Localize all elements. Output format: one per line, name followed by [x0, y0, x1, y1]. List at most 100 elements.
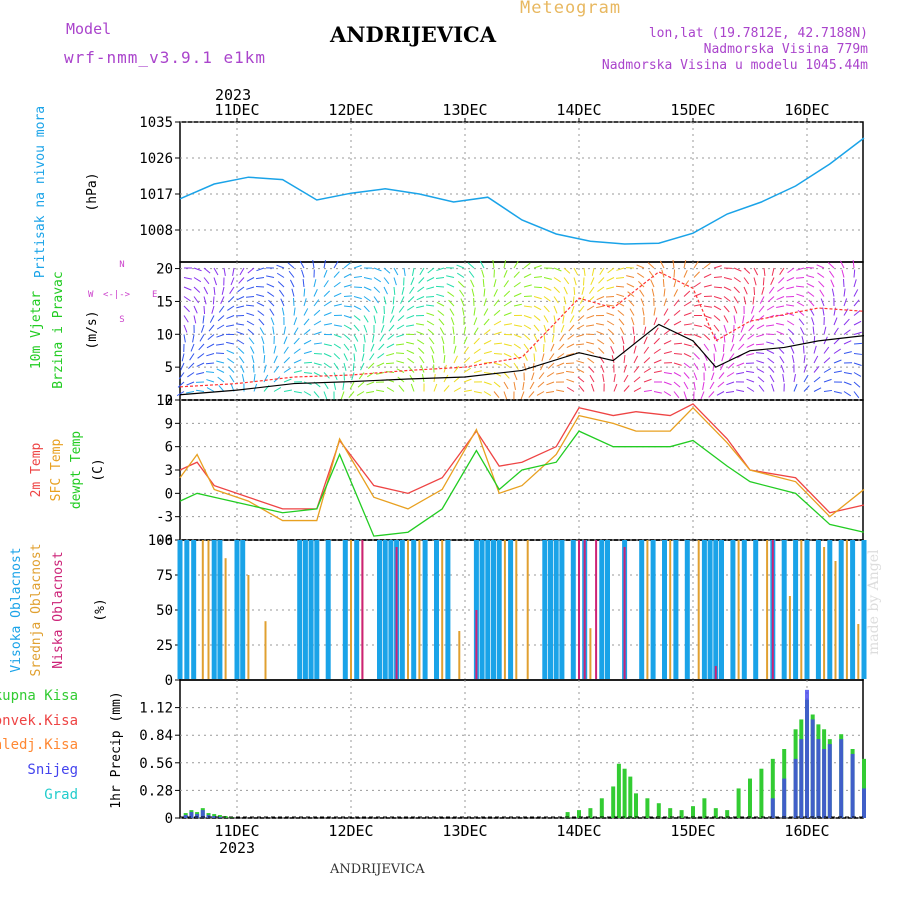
wind-barb	[353, 315, 361, 321]
wind-barb	[245, 296, 255, 298]
wind-barb	[349, 381, 355, 390]
mid-cloud-bar	[207, 540, 210, 679]
wind-barb	[473, 317, 478, 326]
high-cloud-bar	[838, 540, 844, 679]
wind-barb	[766, 324, 775, 327]
wind-barb	[616, 301, 625, 307]
mid-cloud-bar	[788, 596, 791, 679]
wind-barb	[747, 334, 755, 340]
wind-barb	[460, 298, 465, 307]
wind-barb	[606, 320, 615, 326]
wind-barb	[538, 372, 545, 380]
wind-barb	[463, 346, 469, 354]
wind-barb	[703, 284, 712, 288]
wind-barb	[553, 277, 561, 283]
high-cloud-bar	[827, 540, 833, 679]
wind-barb	[662, 278, 665, 288]
wind-barb	[206, 387, 215, 392]
wind-barb	[642, 307, 645, 316]
wind-barb	[653, 337, 660, 345]
wind-barb	[483, 339, 492, 345]
wind-barb	[621, 336, 625, 345]
wind-barb	[653, 348, 661, 354]
wind-barb	[196, 372, 205, 375]
wind-barb	[513, 334, 522, 338]
wind-barb	[363, 305, 370, 313]
wind-barb	[503, 362, 511, 369]
wind-barb	[323, 391, 328, 400]
wind-barb	[407, 357, 415, 364]
mid-cloud-bar	[503, 540, 506, 679]
wind-barb	[653, 307, 656, 316]
wind-barb	[283, 367, 291, 373]
wind-barb	[546, 372, 555, 378]
wind-barb	[371, 334, 375, 343]
wind-barb	[768, 286, 775, 294]
wind-barb	[529, 381, 535, 390]
wind-barb	[202, 315, 205, 324]
wind-barb	[553, 286, 561, 294]
wind-barb	[463, 326, 467, 335]
wind-barb	[417, 286, 425, 293]
high-cloud-bar	[570, 540, 576, 679]
wind-barb	[543, 286, 552, 291]
wind-barb	[823, 346, 830, 354]
wind-barb	[513, 281, 521, 288]
wind-gust-line	[179, 271, 865, 388]
wind-barb	[353, 305, 362, 311]
ylabel-wind-2: Brzina i Pravac	[51, 271, 66, 388]
wind-barb	[693, 271, 700, 278]
wind-barb	[643, 326, 647, 335]
wind-barb	[383, 286, 388, 295]
wind-barb	[723, 286, 732, 291]
ytick-label: 10	[156, 327, 173, 343]
wind-barb	[426, 312, 435, 316]
wind-barb	[493, 309, 501, 316]
wind-barb	[853, 342, 863, 345]
wind-barb	[746, 370, 755, 373]
wind-barb	[373, 305, 378, 314]
wind-barb	[626, 283, 635, 288]
wind-barb	[533, 334, 539, 342]
wind-barb	[777, 339, 785, 345]
ylabel-sfc-temp: SFC Temp	[49, 439, 64, 502]
wind-barb	[841, 269, 845, 278]
temp2m-line	[179, 403, 865, 514]
wind-barb	[693, 334, 702, 339]
wind-barb	[653, 359, 662, 364]
wind-barb	[323, 343, 332, 347]
wind-barb	[736, 372, 745, 375]
wind-barb	[383, 267, 391, 274]
high-cloud-bar	[559, 540, 565, 679]
wind-barb	[216, 334, 225, 338]
wind-barb	[186, 391, 195, 394]
wind-barb	[758, 305, 765, 313]
ytick-label: 1008	[139, 223, 173, 239]
wind-barb	[833, 338, 841, 345]
ytick-label: 100	[148, 533, 173, 549]
wind-barb	[493, 381, 501, 388]
wind-barb	[377, 353, 385, 359]
high-cloud-bar	[639, 540, 645, 679]
mid-cloud-bar	[458, 631, 461, 679]
mid-cloud-bar	[264, 621, 267, 679]
wind-legend-s: S	[119, 315, 124, 325]
wind-barb	[208, 324, 215, 332]
wind-barb	[533, 305, 542, 311]
wind-barb	[756, 334, 765, 338]
wind-barb	[727, 362, 735, 369]
wind-barb	[181, 353, 185, 362]
wind-barb	[723, 305, 730, 313]
xtick-label-top: 12DEC	[328, 101, 373, 119]
wind-barb	[816, 264, 825, 269]
wind-barb	[673, 353, 683, 355]
wind-barb	[226, 349, 235, 354]
wind-barb	[323, 353, 332, 358]
wind-barb	[576, 360, 585, 364]
wind-barb	[853, 299, 860, 307]
wind-barb	[226, 315, 235, 320]
wind-barb	[218, 385, 225, 392]
high-cloud-bar	[354, 540, 360, 679]
wind-barb	[482, 278, 485, 288]
wind-barb	[241, 374, 245, 383]
